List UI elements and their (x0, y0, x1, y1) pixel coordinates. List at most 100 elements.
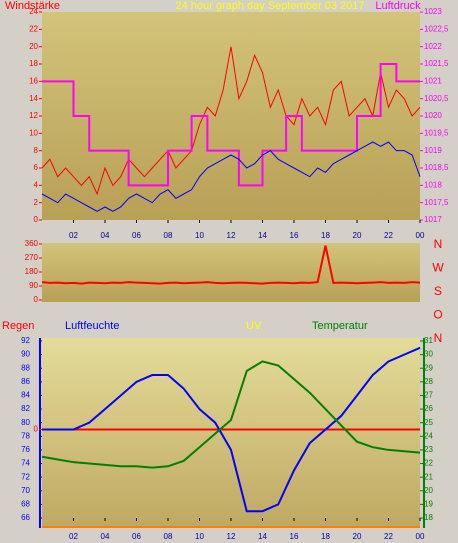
y-tick-label: 1018 (424, 180, 442, 189)
y-tick-label: 72 (21, 472, 30, 481)
x-tick-label: 02 (69, 532, 78, 541)
series-line (41, 360, 421, 469)
y-tick-label: 92 (21, 336, 30, 345)
y-tick-label: 22 (424, 459, 433, 468)
y-tick-label: 18 (29, 59, 38, 68)
y-tick-label: 20 (29, 42, 38, 51)
y-tick-label: 88 (21, 363, 30, 372)
y-tick-label: 180 (25, 267, 39, 276)
y-tick-label: 2 (34, 198, 39, 207)
y-tick-label: 1018,5 (424, 163, 449, 172)
y-tick-label: 360 (25, 239, 39, 248)
x-tick-label: 02 (69, 231, 78, 240)
x-tick-label: 22 (384, 532, 393, 541)
series-line (42, 63, 420, 187)
x-tick-label: 14 (258, 231, 267, 240)
x-tick-label: 12 (227, 231, 236, 240)
compass-label: S (434, 284, 442, 298)
y-tick-label: 8 (34, 146, 39, 155)
y-tick-label: 6 (34, 163, 39, 172)
y-tick-label: 26 (424, 404, 433, 413)
y-tick-label: 24 (424, 431, 433, 440)
y-label: Windstärke (5, 0, 60, 12)
y-tick-label: 25 (424, 418, 433, 427)
x-tick-label: 04 (101, 231, 110, 240)
series-line (41, 141, 421, 212)
y-tick-label: 0 (34, 425, 39, 434)
x-tick-label: 04 (101, 532, 110, 541)
legend-label: Luftfeuchte (65, 320, 119, 332)
y-tick-label: 1021 (424, 76, 442, 85)
y-tick-label: 1019 (424, 146, 442, 155)
x-tick-label: 06 (132, 231, 141, 240)
x-tick-label: 20 (353, 532, 362, 541)
y-tick-label: 16 (29, 76, 38, 85)
y-tick-label: 80 (21, 418, 30, 427)
x-tick-label: 08 (164, 532, 173, 541)
y-tick-label: 29 (424, 363, 433, 372)
y-tick-label: 28 (424, 377, 433, 386)
y-tick-label: 82 (21, 404, 30, 413)
y-tick-label: 23 (424, 445, 433, 454)
compass-label: W (432, 261, 444, 275)
y-tick-label: 14 (29, 94, 38, 103)
y-tick-label: 1020,5 (424, 94, 449, 103)
x-tick-label: 08 (164, 231, 173, 240)
chart-title: 24 hour graph day September 03 2017 (176, 0, 365, 12)
y-tick-label: 1021,5 (424, 59, 449, 68)
y-tick-label: 19 (424, 499, 433, 508)
x-tick-label: 06 (132, 532, 141, 541)
y-tick-label: 12 (29, 111, 38, 120)
x-tick-label: 00 (416, 231, 425, 240)
y-tick-label: 1017,5 (424, 198, 449, 207)
x-tick-label: 16 (290, 532, 299, 541)
plot-area (42, 338, 420, 528)
y-tick-label: 10 (29, 128, 38, 137)
y-tick-label: 1022,5 (424, 24, 449, 33)
x-tick-label: 10 (195, 532, 204, 541)
y-tick-label: 1023 (424, 7, 442, 16)
series-line (42, 346, 421, 513)
legend-label: Temperatur (312, 320, 368, 332)
compass-label: N (434, 331, 443, 345)
compass-label: N (434, 237, 443, 251)
y-tick-label: 27 (424, 391, 433, 400)
y-tick-label: 22 (29, 24, 38, 33)
y-tick-label: 90 (21, 350, 30, 359)
y-tick-label: 70 (21, 486, 30, 495)
y-tick-label: 30 (424, 350, 433, 359)
y-tick-label: 20 (424, 486, 433, 495)
compass-label: O (433, 308, 442, 322)
series-line (41, 245, 421, 285)
y-tick-label: 86 (21, 377, 30, 386)
y-tick-label: 0 (34, 215, 39, 224)
y-tick-label: 270 (25, 253, 39, 262)
y-tick-label: 1020 (424, 111, 442, 120)
legend-label: Regen (2, 320, 34, 332)
y-tick-label: 1019,5 (424, 128, 449, 137)
y-tick-label: 78 (21, 431, 30, 440)
y-tick-label: 0 (34, 295, 39, 304)
y-tick-label: 1022 (424, 42, 442, 51)
legend-label: UV (246, 320, 262, 332)
x-tick-label: 00 (416, 532, 425, 541)
y-tick-label: 21 (424, 472, 433, 481)
x-tick-label: 20 (353, 231, 362, 240)
x-tick-label: 12 (227, 532, 236, 541)
x-tick-label: 18 (321, 532, 330, 541)
plot-area (42, 243, 420, 302)
x-tick-label: 10 (195, 231, 204, 240)
x-tick-label: 16 (290, 231, 299, 240)
y-tick-label: 4 (34, 180, 39, 189)
y-tick-label: 31 (424, 336, 433, 345)
x-tick-label: 22 (384, 231, 393, 240)
y-tick-label: 76 (21, 445, 30, 454)
y-tick-label: 66 (21, 513, 30, 522)
x-tick-label: 18 (321, 231, 330, 240)
y-tick-label: 84 (21, 391, 30, 400)
y-tick-label: 18 (424, 513, 433, 522)
x-tick-label: 14 (258, 532, 267, 541)
y-tick-label: 1017 (424, 215, 442, 224)
y-tick-label: 24 (29, 7, 38, 16)
